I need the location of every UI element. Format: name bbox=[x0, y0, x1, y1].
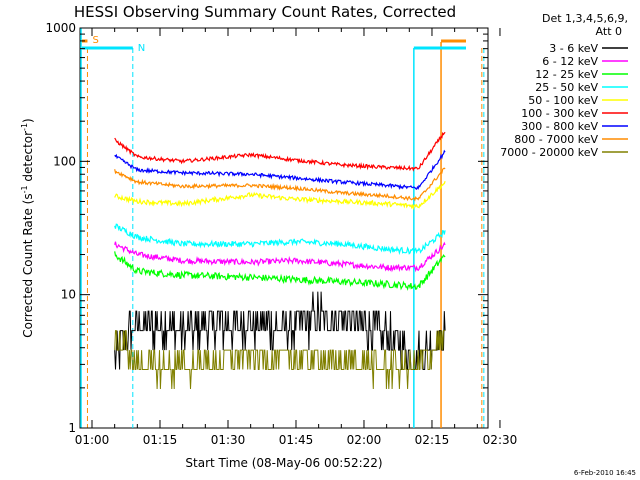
x-axis-label: Start Time (08-May-06 00:52:22) bbox=[185, 456, 382, 470]
series-line-1 bbox=[114, 291, 446, 370]
series-line-7 bbox=[114, 149, 446, 191]
chart-title: HESSI Observing Summary Count Rates, Cor… bbox=[74, 3, 456, 21]
series-line-3 bbox=[114, 251, 446, 291]
y-tick-label: 1000 bbox=[45, 21, 76, 35]
y-tick-label: 1 bbox=[68, 421, 76, 435]
y-label-part-3: ) bbox=[21, 118, 35, 123]
legend-label: 12 - 25 keV bbox=[535, 68, 598, 81]
saa-label: S bbox=[92, 35, 98, 46]
x-tick-label: 02:30 bbox=[483, 433, 518, 447]
series-line-2 bbox=[114, 241, 446, 273]
series-line-9 bbox=[114, 330, 446, 390]
y-label-part-1: Corrected Count Rate (s bbox=[21, 193, 35, 337]
x-tick-label: 01:15 bbox=[143, 433, 178, 447]
legend-label: 50 - 100 keV bbox=[528, 94, 598, 107]
y-label-exp-2: -1 bbox=[20, 123, 29, 131]
legend-header-line-2: Att 0 bbox=[596, 25, 622, 38]
y-label-part-2: detector bbox=[21, 131, 35, 186]
legend-label: 7000 - 20000 keV bbox=[500, 146, 598, 159]
y-axis-label: Corrected Count Rate (s-1 detector-1) bbox=[20, 118, 35, 337]
x-tick-label: 01:30 bbox=[211, 433, 246, 447]
x-tick-label: 02:00 bbox=[347, 433, 382, 447]
series-lines bbox=[114, 131, 446, 390]
series-line-6 bbox=[114, 131, 446, 172]
series-line-8 bbox=[114, 167, 446, 202]
legend-label: 100 - 300 keV bbox=[521, 107, 598, 120]
legend-label: 800 - 7000 keV bbox=[514, 133, 598, 146]
legend-label: 3 - 6 keV bbox=[549, 42, 598, 55]
night-label: N bbox=[138, 43, 145, 54]
x-tick-label: 02:15 bbox=[415, 433, 450, 447]
legend-label: 6 - 12 keV bbox=[542, 55, 598, 68]
series-line-4 bbox=[114, 223, 446, 256]
x-tick-label: 01:00 bbox=[75, 433, 110, 447]
x-tick-label: 01:45 bbox=[279, 433, 314, 447]
y-tick-label: 100 bbox=[53, 154, 76, 168]
legend-label: 300 - 800 keV bbox=[521, 120, 598, 133]
legend-label: 25 - 50 keV bbox=[535, 81, 598, 94]
y-label-exp-1: -1 bbox=[20, 185, 29, 193]
legend-header-line-1: Det 1,3,4,5,6,9, bbox=[542, 12, 628, 25]
axis-ticks: 01:00 01:15 01:30 01:45 02:00 02:15 02:30 1 10 10… bbox=[45, 21, 517, 447]
series-line-5 bbox=[114, 181, 446, 211]
plot-frame bbox=[79, 27, 489, 429]
y-tick-label: 10 bbox=[61, 288, 76, 302]
generated-timestamp: 6-Feb-2010 16:45 bbox=[574, 469, 636, 477]
